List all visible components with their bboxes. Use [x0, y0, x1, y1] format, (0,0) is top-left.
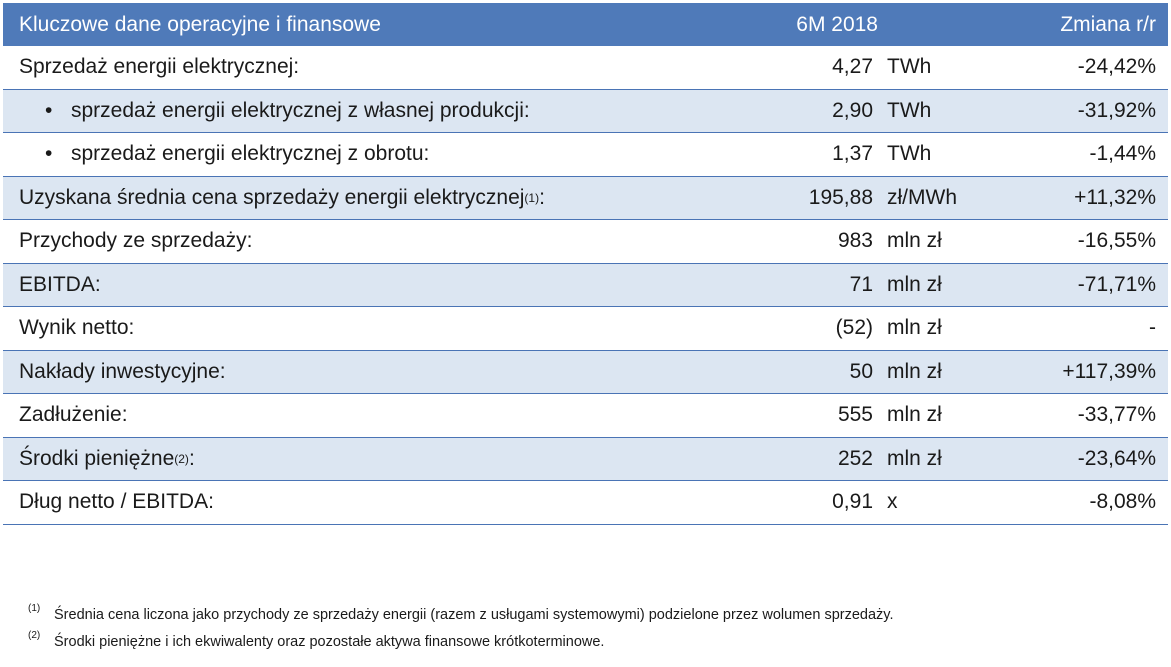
row-change: -71,71%	[1077, 272, 1156, 296]
row-unit: mln zł	[887, 359, 942, 383]
row-value: 4,27	[832, 55, 873, 79]
row-label: Przychody ze sprzedaży:	[19, 220, 252, 263]
row-label: Sprzedaż energii elektrycznej:	[19, 46, 299, 89]
row-change: +11,32%	[1074, 185, 1156, 209]
row-unit: mln zł	[887, 446, 942, 470]
row-label: EBITDA:	[19, 264, 101, 307]
table-body: Sprzedaż energii elektrycznej: 4,27 TWh -24…	[3, 46, 1168, 525]
row-label-text: sprzedaż energii elektrycznej z obrotu:	[71, 142, 430, 166]
table-row: Wynik netto: (52) mln zł -	[3, 307, 1168, 351]
row-label-text: Przychody ze sprzedaży:	[19, 229, 253, 253]
row-label-suffix: :	[539, 185, 545, 209]
row-value: 252	[837, 446, 873, 470]
row-change: -33,77%	[1077, 403, 1156, 427]
footnote-text: Średnia cena liczona jako przychody ze s…	[54, 606, 894, 623]
row-label: Nakłady inwestycyjne:	[19, 351, 226, 394]
table-row: EBITDA: 71 mln zł -71,71%	[3, 263, 1168, 307]
header-period: 6M 2018	[796, 12, 878, 36]
row-label: Uzyskana średnia cena sprzedaży energii …	[19, 185, 545, 209]
row-label-text: Wynik netto:	[19, 316, 135, 340]
row-unit: mln zł	[887, 229, 942, 253]
table-row: Przychody ze sprzedaży: 983 mln zł -16,55%	[3, 220, 1168, 264]
row-label-text: sprzedaż energii elektrycznej z własnej …	[71, 98, 530, 122]
row-change: -23,64%	[1077, 446, 1156, 470]
table-row: Uzyskana średnia cena sprzedaży energii …	[3, 176, 1168, 220]
row-value: 555	[837, 403, 873, 427]
row-label-text: Dług netto / EBITDA:	[19, 490, 214, 514]
row-unit: mln zł	[887, 403, 942, 427]
footnote-mark: (2)	[28, 630, 41, 641]
row-unit: zł/MWh	[887, 185, 957, 209]
row-value: 195,88	[808, 185, 873, 209]
row-value: 0,91	[832, 490, 873, 514]
row-label: Wynik netto:	[19, 307, 134, 350]
row-unit: TWh	[887, 98, 932, 122]
financial-data-table: Kluczowe dane operacyjne i finansowe 6M …	[3, 3, 1168, 525]
row-value: 71	[849, 272, 873, 296]
row-label-text: Środki pieniężne	[19, 446, 175, 470]
row-value: 983	[837, 229, 873, 253]
row-change: -31,92%	[1077, 98, 1156, 122]
row-label: • sprzedaż energii elektrycznej z obrotu:	[45, 133, 429, 176]
row-label-text: Sprzedaż energii elektrycznej:	[19, 55, 300, 79]
footnote-mark: (1)	[28, 603, 41, 614]
row-unit: TWh	[887, 55, 932, 79]
row-change: -16,55%	[1077, 229, 1156, 253]
table-row: Sprzedaż energii elektrycznej: 4,27 TWh -24…	[3, 46, 1168, 90]
row-label-text: Uzyskana średnia cena sprzedaży energii …	[19, 185, 525, 209]
bullet-icon: •	[45, 98, 53, 122]
table-row: Dług netto / EBITDA: 0,91 x -8,08%	[3, 481, 1168, 525]
row-label: Środki pieniężne (2):	[19, 446, 195, 470]
header-label: Kluczowe dane operacyjne i finansowe	[19, 12, 381, 36]
footnotes: (1) Średnia cena liczona jako przychody …	[28, 601, 894, 655]
table-row: • sprzedaż energii elektrycznej z obrotu:…	[3, 133, 1168, 177]
row-unit: x	[887, 490, 898, 514]
row-label-text: EBITDA:	[19, 272, 101, 296]
row-change: -	[1149, 316, 1156, 340]
row-unit: mln zł	[887, 316, 942, 340]
footnote: (1) Średnia cena liczona jako przychody …	[28, 601, 894, 628]
table-header-row: Kluczowe dane operacyjne i finansowe 6M …	[3, 3, 1168, 46]
row-change: -1,44%	[1089, 142, 1156, 166]
row-change: +117,39%	[1062, 359, 1156, 383]
row-value: 2,90	[832, 98, 873, 122]
table-row: Środki pieniężne (2): 252 mln zł -23,64%	[3, 437, 1168, 481]
row-value: 50	[849, 359, 873, 383]
row-label: Dług netto / EBITDA:	[19, 481, 214, 524]
row-label-text: Zadłużenie:	[19, 403, 128, 427]
row-value: (52)	[835, 316, 873, 340]
row-unit: TWh	[887, 142, 932, 166]
row-change: -24,42%	[1077, 55, 1156, 79]
row-label-suffix: :	[188, 446, 195, 470]
footnote: (2) Środki pieniężne i ich ekwiwalenty o…	[28, 628, 894, 655]
row-value: 1,37	[832, 142, 873, 166]
header-change: Zmiana r/r	[1060, 12, 1156, 36]
bullet-icon: •	[45, 142, 53, 166]
table-row: • sprzedaż energii elektrycznej z własnej…	[3, 89, 1168, 133]
row-label: • sprzedaż energii elektrycznej z własnej…	[45, 90, 530, 133]
row-change: -8,08%	[1089, 490, 1156, 514]
footnote-text: Środki pieniężne i ich ekwiwalenty oraz …	[54, 633, 605, 650]
row-label-text: Nakłady inwestycyjne:	[19, 359, 226, 383]
table-row: Zadłużenie: 555 mln zł -33,77%	[3, 394, 1168, 438]
table-row: Nakłady inwestycyjne: 50 mln zł +117,39%	[3, 350, 1168, 394]
row-label: Zadłużenie:	[19, 394, 128, 437]
row-unit: mln zł	[887, 272, 942, 296]
